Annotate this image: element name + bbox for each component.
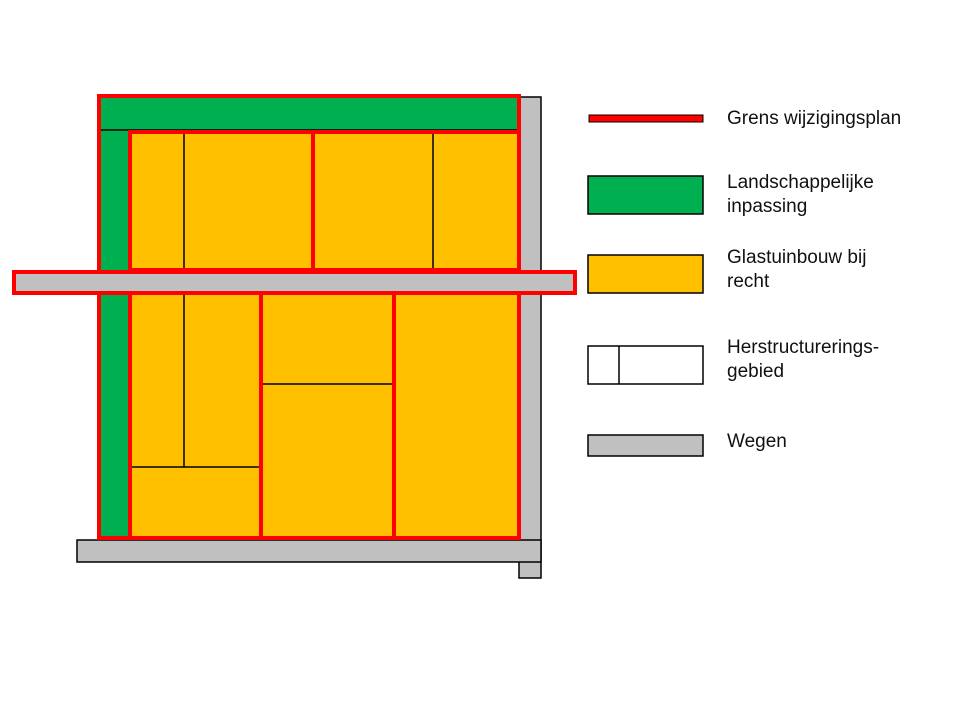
legend-label-line: Herstructurerings- [727, 337, 880, 358]
landscape-strip-west-upper [99, 96, 130, 272]
legend-label-boundary: Grens wijzigingsplan [727, 108, 902, 129]
greenhouse-block-south [130, 293, 519, 538]
legend-restructuring-symbol [587, 345, 704, 385]
landscape-strip-north [99, 96, 519, 130]
legend-label-line: gebied [727, 361, 785, 382]
legend-label-greenhouse: Glastuinbouw bij recht [727, 247, 867, 292]
legend-label-restructuring: Herstructurerings-gebied [727, 336, 917, 384]
landscape-strip-west-lower [99, 293, 130, 538]
legend-greenhouse-symbol [587, 254, 704, 294]
legend-road-symbol [587, 434, 704, 457]
greenhouse-block-north [130, 133, 519, 270]
legend-boundary-symbol [588, 114, 704, 123]
road-south [76, 539, 542, 563]
legend-label-landscape: Landschappelijke inpassing [727, 172, 874, 217]
boundary-lines [97, 94, 521, 540]
road-east [518, 96, 542, 579]
road-middle [12, 270, 577, 295]
legend-label-road: Wegen [727, 431, 787, 452]
legend-landscape-symbol [587, 175, 704, 215]
